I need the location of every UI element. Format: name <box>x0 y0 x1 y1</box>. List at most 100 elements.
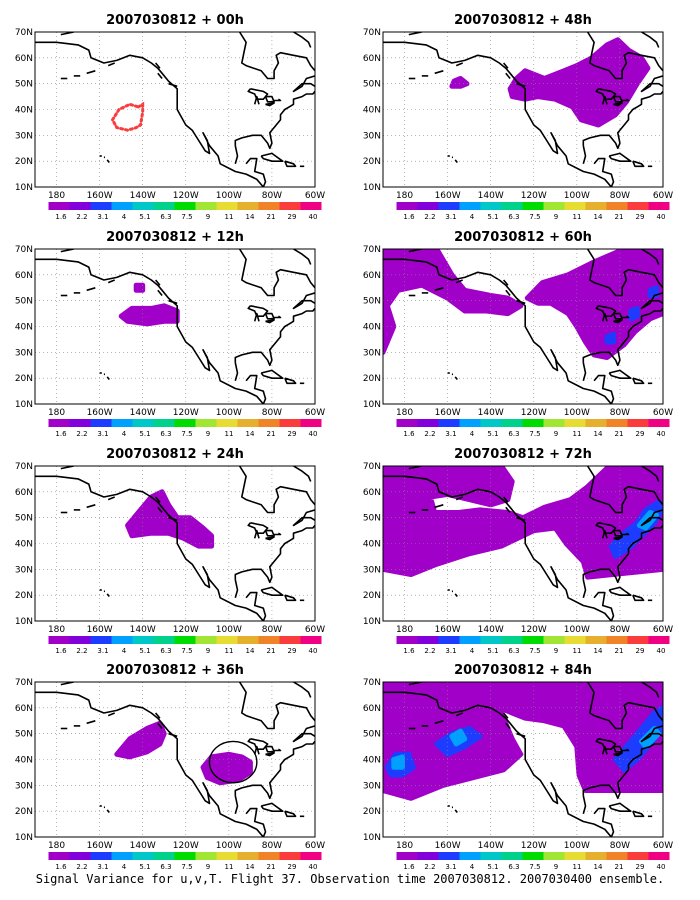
coastline <box>293 682 312 698</box>
coastline <box>273 315 282 319</box>
colorbar-swatch <box>300 852 322 860</box>
coastline <box>238 682 315 730</box>
colorbar-swatch <box>396 202 418 210</box>
lon-tick-label: 140W <box>130 841 156 851</box>
colorbar-swatch <box>564 852 586 860</box>
coastline <box>154 496 161 503</box>
lon-tick-label: 120W <box>173 841 199 851</box>
map-frame <box>34 681 316 838</box>
colorbar-swatch <box>69 852 91 860</box>
colorbar-swatch <box>501 852 523 860</box>
colorbar-label: 7.5 <box>181 863 192 871</box>
panel-title: 2007030812 + 48h <box>454 13 592 28</box>
colorbar-label: 9 <box>554 863 558 871</box>
colorbar-label: 4 <box>122 647 127 655</box>
map-area <box>383 466 663 621</box>
lon-tick-label: 100W <box>216 625 242 635</box>
coastline <box>234 795 239 815</box>
coastline <box>264 529 275 537</box>
lon-tick-label: 100W <box>564 625 590 635</box>
map-area <box>35 32 315 187</box>
lat-tick-label: 50N <box>363 730 381 740</box>
colorbar-swatch <box>216 419 238 427</box>
colorbar-swatch <box>300 202 322 210</box>
coastline <box>516 299 526 305</box>
lon-tick-label: 120W <box>521 408 547 418</box>
colorbar-swatch <box>648 636 670 644</box>
colorbar-swatch <box>174 852 196 860</box>
colorbar-swatch <box>396 852 418 860</box>
lat-tick-label: 40N <box>15 756 33 766</box>
colorbar-swatch <box>90 852 112 860</box>
coastline <box>106 376 110 381</box>
coastline <box>612 312 623 320</box>
colorbar-swatch <box>153 852 175 860</box>
map-panel: 2007030812 + 36h 70N 60N 50N 40N 30N 20N 10N 180… <box>15 663 325 871</box>
colorbar-swatch <box>564 202 586 210</box>
lon-tick-label: 100W <box>216 408 242 418</box>
colorbar-label: 7.5 <box>529 863 540 871</box>
colorbar-swatch <box>606 202 628 210</box>
colorbar-swatch <box>111 852 133 860</box>
colorbar-swatch <box>543 202 565 210</box>
lon-tick-label: 120W <box>173 408 199 418</box>
colorbar-label: 29 <box>288 213 297 221</box>
coastline <box>455 279 463 284</box>
colorbar-label: 9 <box>206 213 210 221</box>
colorbar-swatch <box>300 636 322 644</box>
coastline <box>265 752 275 757</box>
coastline <box>106 593 110 598</box>
coastline <box>265 102 275 107</box>
coastline <box>454 593 458 598</box>
colorbar-swatch <box>216 852 238 860</box>
colorbar-label: 29 <box>636 863 645 871</box>
colorbar-label: 9 <box>554 647 558 655</box>
coastline <box>234 740 315 800</box>
coastline <box>107 62 115 67</box>
lat-tick-label: 70N <box>15 678 33 688</box>
coastline <box>253 529 260 539</box>
lat-tick-label: 30N <box>363 565 381 575</box>
colorbar-label: 29 <box>288 863 297 871</box>
colorbar-label: 1.6 <box>403 213 415 221</box>
coastline <box>253 745 260 755</box>
lon-tick-label: 160W <box>87 841 113 851</box>
colorbar-label: 1.6 <box>55 430 67 438</box>
coastline <box>245 591 267 621</box>
lon-tick-label: 80W <box>610 841 630 851</box>
colorbar-swatch <box>69 419 91 427</box>
colorbar-swatch <box>258 202 280 210</box>
lat-tick-label: 70N <box>15 245 33 255</box>
coastline <box>154 279 161 286</box>
colorbar-swatch <box>216 636 238 644</box>
map-panel: 2007030812 + 60h 70N 60N 50N 40N 30N 20N 10N 180… <box>363 230 673 438</box>
lon-tick-label: 80W <box>262 841 282 851</box>
colorbar-label: 14 <box>246 430 255 438</box>
coastline <box>640 509 663 527</box>
coastline <box>86 720 96 725</box>
coastline <box>595 88 617 100</box>
colorbar-swatch <box>417 636 439 644</box>
lon-tick-label: 60W <box>653 841 673 851</box>
coastline <box>292 509 315 527</box>
lat-tick-label: 30N <box>363 781 381 791</box>
lat-tick-label: 70N <box>363 28 381 38</box>
coastline <box>106 809 110 814</box>
colorbar-swatch <box>195 852 217 860</box>
lat-tick-label: 40N <box>363 756 381 766</box>
lat-tick-label: 30N <box>15 348 33 358</box>
coastline <box>273 748 282 752</box>
colorbar-label: 1.6 <box>55 213 67 221</box>
variance-dots <box>110 101 145 132</box>
colorbar-swatch <box>216 202 238 210</box>
lon-tick-label: 140W <box>478 408 504 418</box>
variance-region <box>613 705 663 773</box>
coastline <box>593 807 615 837</box>
colorbar-label: 5.1 <box>487 647 498 655</box>
colorbar-swatch <box>195 636 217 644</box>
colorbar-label: 11 <box>225 647 234 655</box>
lat-tick-label: 10N <box>15 400 33 410</box>
colorbar-swatch <box>417 852 439 860</box>
coastline <box>157 506 163 514</box>
coastline <box>238 249 315 297</box>
